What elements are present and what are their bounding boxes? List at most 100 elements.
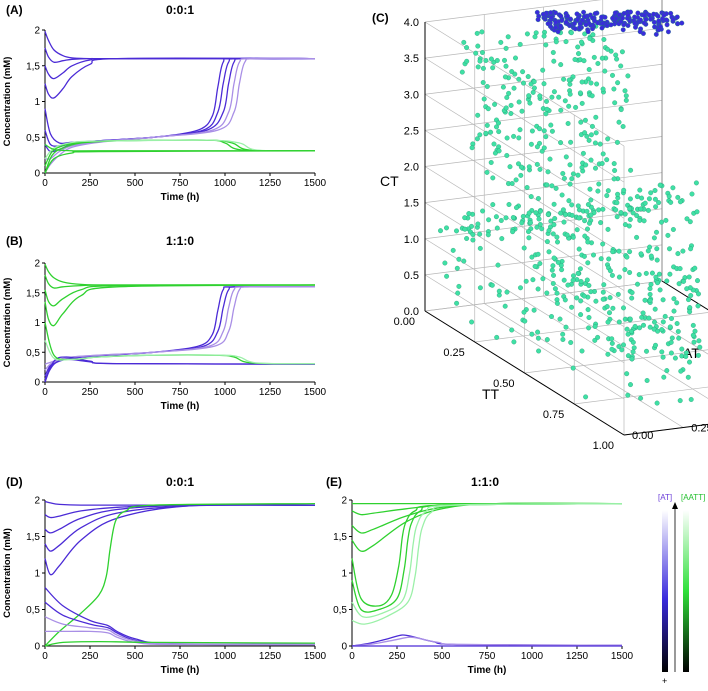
scatter-point — [550, 231, 556, 237]
scatter-point — [455, 290, 461, 296]
scatter-point — [547, 156, 553, 162]
scatter-point — [517, 127, 523, 133]
scatter-point — [644, 378, 650, 383]
scatter-point — [626, 223, 632, 229]
scatter-point — [604, 304, 610, 310]
x-tick-label: 250 — [82, 651, 99, 662]
scatter-point — [688, 246, 694, 252]
x-tick-label: 750 — [172, 178, 189, 189]
scatter-point — [661, 374, 667, 380]
scatter-point — [438, 228, 443, 234]
grid-line — [424, 130, 625, 255]
scatter-point — [492, 101, 498, 107]
x-tick-label: 0 — [42, 651, 48, 662]
x-tick-label: 500 — [127, 651, 144, 662]
series-line — [44, 57, 316, 145]
grid-line — [424, 27, 663, 59]
scatter-point — [582, 130, 588, 136]
scatter-point — [516, 76, 522, 82]
scatter-point — [444, 225, 449, 231]
scatter-point — [558, 262, 564, 268]
scatter-point — [454, 265, 460, 271]
scatter-point — [667, 246, 672, 252]
scatter-point — [582, 31, 588, 37]
scatter-point — [535, 335, 541, 341]
scatter-point — [583, 394, 589, 400]
x-tick-label: 1500 — [304, 651, 327, 662]
scatter-point — [670, 227, 676, 232]
scatter-point — [503, 45, 509, 51]
scatter-point — [479, 29, 485, 35]
scatter-point — [685, 374, 691, 380]
scatter-point — [544, 106, 550, 112]
scatter-point — [675, 194, 681, 200]
scatter-point — [632, 323, 638, 329]
scatter-point — [553, 10, 558, 16]
scatter-point — [583, 162, 589, 168]
scatter-point — [521, 80, 526, 86]
scatter-point — [504, 153, 510, 158]
scatter-point — [659, 219, 664, 225]
series-line — [44, 504, 316, 534]
panel-a-chart: 0:0:1 0 250 500 750 1000 1250 1500 0 0,5 1 1,5 2 Time… — [2, 3, 327, 203]
scatter-point — [616, 12, 622, 18]
scatter-point — [674, 321, 680, 326]
scatter-point — [540, 276, 546, 282]
scatter-point — [572, 57, 578, 62]
scatter-point — [579, 348, 585, 354]
scatter-point — [614, 200, 620, 206]
scatter-point — [541, 145, 547, 151]
scatter-point — [586, 315, 592, 320]
scatter-point — [627, 217, 633, 222]
scatter-point — [663, 217, 669, 223]
scatter-point — [555, 239, 560, 245]
scatter-point — [575, 270, 581, 276]
scatter-point — [589, 123, 595, 129]
scatter-point — [629, 295, 635, 301]
scatter-point — [648, 281, 654, 287]
scatter-point — [488, 129, 494, 135]
scatter-point — [678, 368, 684, 374]
scatter-point — [549, 128, 555, 134]
scatter-point — [545, 21, 551, 27]
grid-line — [424, 172, 663, 203]
scatter-point — [677, 266, 683, 272]
x-tick-label: 750 — [172, 651, 189, 662]
scatter-point — [549, 94, 555, 100]
series-line — [44, 285, 316, 365]
scatter-point — [469, 319, 475, 325]
scatter-point — [621, 305, 626, 311]
x-tick-label: 1500 — [611, 651, 634, 662]
scatter-point — [593, 298, 599, 304]
series-line — [44, 358, 316, 380]
legend-arrow-head-icon — [672, 502, 678, 509]
scatter-point — [543, 111, 549, 117]
series-line — [351, 502, 623, 613]
scatter-point — [679, 346, 685, 352]
tt-tick-label: 0.25 — [443, 347, 464, 359]
scatter-point — [582, 218, 588, 224]
scatter-point — [627, 270, 633, 275]
scatter-point — [688, 293, 694, 298]
scatter-point — [611, 161, 617, 167]
scatter-point — [675, 329, 681, 334]
scatter-point — [496, 120, 501, 126]
scatter-point — [606, 256, 612, 262]
scatter-point — [551, 272, 556, 278]
ct-tick-label: 0.5 — [404, 270, 419, 282]
scatter-point — [532, 34, 538, 40]
series-line — [44, 285, 316, 377]
scatter-point — [537, 261, 543, 266]
scatter-point — [688, 397, 694, 402]
scatter-point — [687, 359, 692, 365]
scatter-point — [454, 300, 460, 306]
scatter-point — [586, 137, 592, 143]
scatter-point — [563, 39, 569, 45]
scatter-point — [648, 253, 654, 259]
scatter-point — [488, 56, 494, 62]
ct-tick-label: 2.5 — [404, 125, 419, 137]
scatter-point — [534, 224, 540, 230]
scatter-point — [527, 100, 533, 106]
scatter-point — [605, 188, 611, 194]
scatter-point — [505, 34, 511, 40]
